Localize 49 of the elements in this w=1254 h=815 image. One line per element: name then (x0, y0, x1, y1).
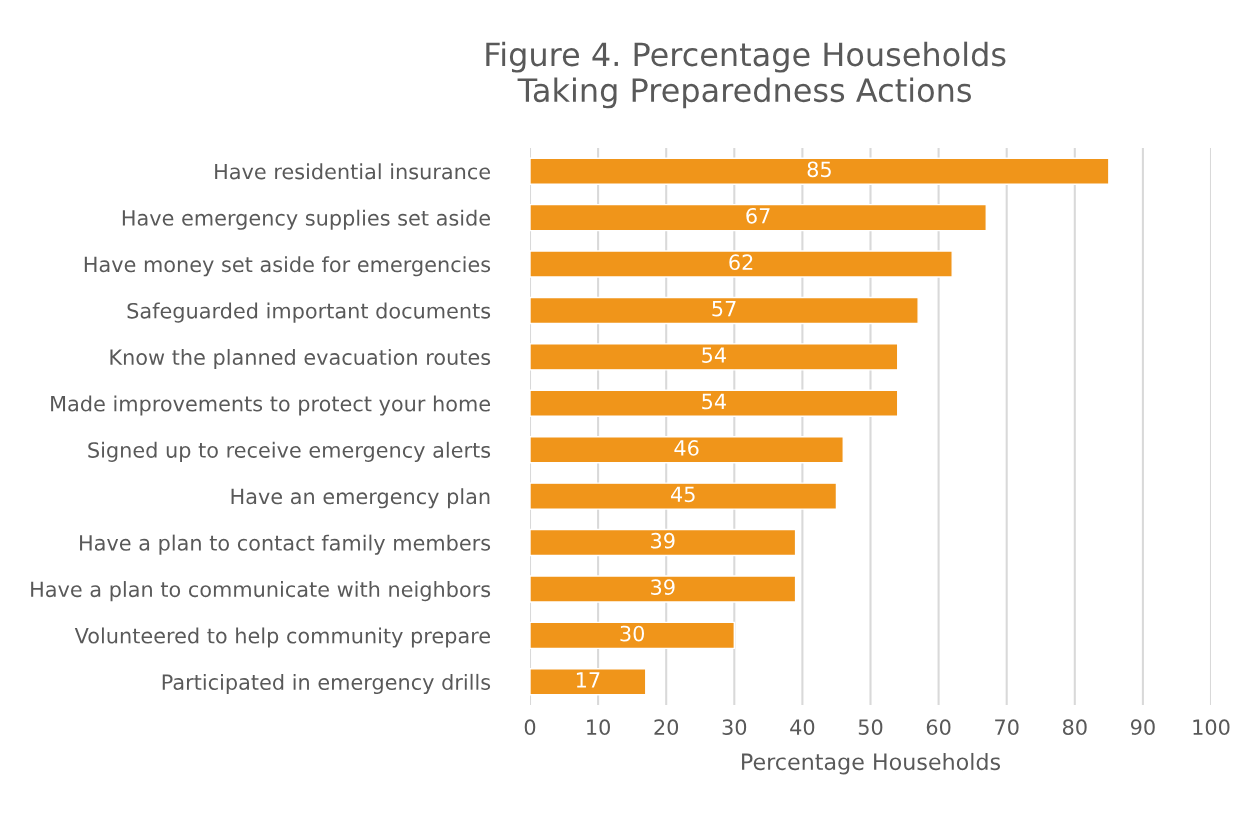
bar (530, 482, 838, 510)
y-tick-label: Participated in emergency drills (162, 673, 491, 695)
x-tick-label: 80 (1062, 719, 1087, 736)
data-label: 30 (620, 625, 645, 642)
x-tick-label: 10 (587, 719, 610, 736)
data-label: 39 (651, 579, 675, 595)
y-tick-label: Have emergency supplies set aside (122, 209, 490, 230)
x-tick-label: 100 (1193, 719, 1230, 736)
x-tick-label: 60 (926, 719, 951, 736)
y-tick-label: Signed up to receive emergency alerts (88, 441, 491, 462)
x-tick-label: 30 (722, 719, 747, 736)
bar (530, 157, 1110, 185)
x-tick-label: 70 (995, 719, 1019, 736)
x-tick-label: 40 (790, 719, 815, 736)
y-tick-label: Have money set aside for emergencies (84, 256, 491, 277)
bar (530, 296, 919, 325)
y-tick-label: Have a plan to communicate with neighbors (31, 581, 491, 602)
bar (530, 528, 797, 557)
data-label: 39 (651, 532, 675, 549)
bar (530, 621, 735, 650)
x-tick-label: 90 (1130, 719, 1155, 736)
bar (530, 203, 987, 232)
bar (530, 389, 899, 417)
y-tick-label: Safeguarded important documents (127, 302, 491, 323)
data-label: 46 (674, 439, 699, 456)
y-tick-label: Have a plan to contact family members (80, 534, 491, 555)
data-label: 85 (807, 161, 831, 178)
x-tick-label: 0 (524, 719, 536, 736)
y-tick-label: Know the planned evacuation routes (110, 348, 491, 370)
y-tick-label: Have residential insurance (215, 163, 490, 180)
bar (530, 343, 899, 371)
bar (530, 250, 953, 278)
x-tick-label: 50 (858, 719, 883, 736)
y-tick-label: Volunteered to help community prepare (74, 627, 490, 648)
bar (530, 436, 844, 464)
data-label: 17 (576, 672, 600, 688)
data-label: 67 (746, 207, 770, 224)
data-label: 54 (702, 393, 726, 410)
y-tick-label: Made improvements to protect your home (51, 395, 490, 416)
x-tick-label: 20 (654, 719, 679, 736)
chart-title: Figure 4. Percentage Households Taking Preparedness Actions (486, 41, 1006, 109)
data-label: 45 (670, 486, 695, 503)
y-tick-label: Have an emergency plan (231, 488, 490, 509)
data-label: 54 (702, 347, 726, 363)
bar (530, 575, 797, 603)
x-axis-title: Percentage Households (742, 752, 1001, 775)
data-label: 62 (729, 254, 753, 271)
data-label: 57 (712, 301, 736, 317)
bar (530, 668, 647, 696)
